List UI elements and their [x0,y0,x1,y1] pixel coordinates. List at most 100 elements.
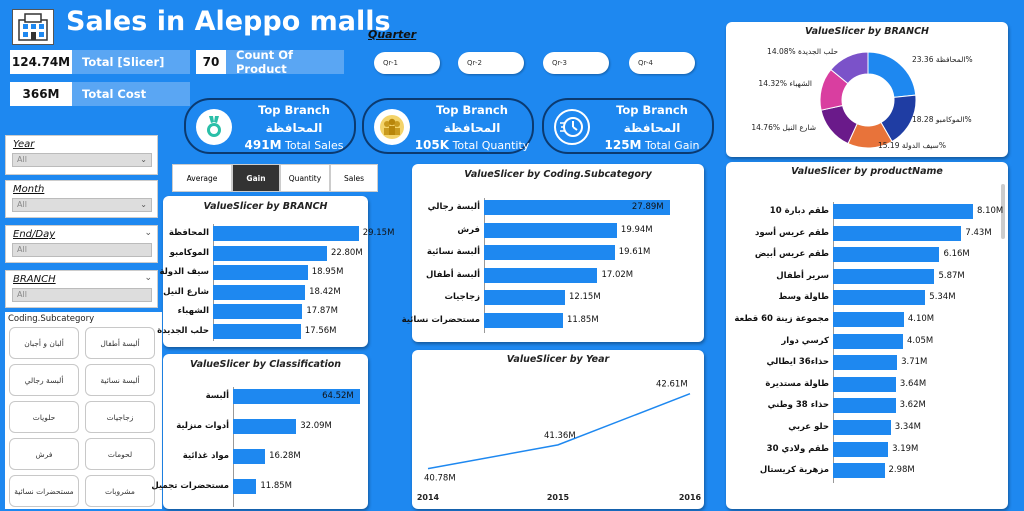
measure-buttons: Average Gain Quantity Sales [172,164,378,192]
scrollbar[interactable] [1001,184,1005,239]
category-label: مواد غذائية [182,451,229,461]
measure-button-average[interactable]: Average [172,164,232,192]
category-label: فرش [457,224,480,235]
data-label: 29.15M [362,228,395,238]
slice-label: 14.08% حلب الجديدة [767,47,838,56]
bar-row: مجموعة زينة 60 قطعة 4.10M [734,312,973,327]
data-label: 22.80M [331,247,363,258]
subcategory-tile[interactable]: زجاجيات [85,401,155,433]
category-label: طاولة وسط [778,292,829,303]
bar-mark [484,245,615,260]
classification-bar-chart: ValueSlicer by Classification ألبسة 64.52… [151,354,368,509]
endday-slicer[interactable]: End/Day ⌄ All [5,225,158,263]
top-branch-quantity-card: Top Branch المحافظة 105K Total Quantity [362,98,534,154]
branch-dropdown[interactable]: All [12,288,152,302]
top-branch-value: 491M [244,138,282,152]
bar-mark [233,479,257,494]
category-label: المحافظة [168,228,209,238]
bar-mark [233,389,361,404]
category-label: شارع النيل [163,286,209,297]
category-label: سرير أطفال [776,270,829,281]
donut-slice [867,51,917,98]
subcategory-slicer-label: Coding.Subcategory [8,314,95,324]
bar-mark [833,204,973,219]
category-label: زجاجيات [444,292,480,302]
data-label: 18.42M [309,286,341,297]
data-label: 17.02M [601,269,634,280]
data-label: 41.36M [544,431,576,441]
category-label: حذاء 38 وطني [767,400,829,411]
chevron-down-icon[interactable]: ⌄ [144,273,152,283]
quarter-label: Quarter [368,28,417,41]
subcategory-slicer: Coding.Subcategory ألبان و أجبان ألبسة أ… [5,312,162,509]
bar-row: طقم ولادي 30 3.19M [767,441,973,457]
subcategory-tile[interactable]: ألبسة أطفال [85,327,155,359]
quarter-button-qr2[interactable]: Qr-2 [458,52,524,74]
category-label: حلو عربي [788,422,829,432]
bar-row: زجاجيات 12.15M [444,290,684,305]
product-bar-chart: ValueSlicer by productName طقم دبارة 10 8… [726,162,1008,509]
line-plot: 40.78M 2014 41.36M 2015 42.61M 2016 [417,380,702,502]
bar-mark [484,267,598,283]
bar-mark [233,419,297,434]
category-label: ألبسة رجالي [427,202,480,212]
bar-row: ألبسة نسائية 19.61M [427,245,684,260]
quarter-button-qr1[interactable]: Qr-1 [374,52,440,74]
data-label: 11.85M [567,314,599,325]
chart-axis [484,198,485,333]
subcategory-tile[interactable]: ألبسة رجالي [9,364,79,396]
bar-mark [833,355,898,371]
quarter-button-qr3[interactable]: Qr-3 [543,52,609,74]
bar-row: سرير أطفال 5.87M [776,268,973,284]
subcategory-tile[interactable]: مستحضرات نسائية [9,475,79,507]
chevron-down-icon[interactable]: ⌄ [144,228,152,238]
subcategory-tile[interactable]: فرش [9,438,79,470]
total-slicer-value: 124.74M [10,50,72,74]
category-label: طقم ولادي 30 [766,443,829,454]
quarter-button-qr4[interactable]: Qr-4 [629,52,695,74]
measure-button-gain[interactable]: Gain [232,164,280,192]
bar-row: ألبسة أطفال 17.02M [426,267,684,283]
measure-button-quantity[interactable]: Quantity [280,164,330,192]
chart-title: ValueSlicer by Classification [189,359,342,370]
data-label: 3.64M [899,378,927,389]
bar-row: الموكامبو 22.80M [170,245,363,261]
data-label: 5.34M [929,292,956,303]
data-label: 16.28M [269,451,301,461]
subcategory-tile[interactable]: ألبان و أجبان [9,327,79,359]
category-label: مستحضرات نسائية [401,314,480,325]
bar-row: طقم دبارة 10 8.10M [770,204,1003,219]
chart-axis [213,224,214,341]
month-slicer[interactable]: Month All ⌄ [5,180,158,218]
subcategory-tile[interactable]: حلويات [9,401,79,433]
bar-row: حذاء36 ايطالي 3.71M [767,355,973,371]
data-label: 6.16M [943,249,970,260]
measure-button-sales[interactable]: Sales [330,164,378,192]
endday-dropdown[interactable]: All [12,243,152,257]
category-label: ألبسة أطفال [426,269,480,280]
bar-row: طاولة وسط 5.34M [778,290,973,306]
subcategory-tile[interactable]: لحومات [85,438,155,470]
year-dropdown[interactable]: All ⌄ [12,153,152,167]
bar-mark [213,304,303,319]
month-dropdown[interactable]: All ⌄ [12,198,152,212]
category-label: الشهباء [177,306,209,316]
bar-mark [233,449,266,464]
branch-bar-chart: ValueSlicer by BRANCH المحافظة 29.15M المو… [157,196,394,347]
category-label: الموكامبو [169,247,209,258]
bar-mark [833,268,935,284]
category-label: طقم عريس أبيض [754,249,829,260]
slice-label: 14.76% شارع النيل [751,123,816,132]
x-tick-label: 2016 [679,493,702,502]
data-label: 18.95M [311,267,344,277]
top-branch-name: المحافظة [623,121,681,135]
x-tick-label: 2015 [547,493,570,502]
subcategory-tile[interactable]: مشروبات [85,475,155,507]
bar-row: حلو عربي 3.34M [788,420,973,435]
top-branch-title: Top Branch [436,103,508,117]
year-slicer[interactable]: Year All ⌄ [5,135,158,175]
bar-mark [833,247,940,263]
branch-slicer[interactable]: BRANCH ⌄ All [5,270,158,308]
subcategory-tile[interactable]: ألبسة نسائية [85,364,155,396]
data-label: 7.43M [965,227,992,238]
